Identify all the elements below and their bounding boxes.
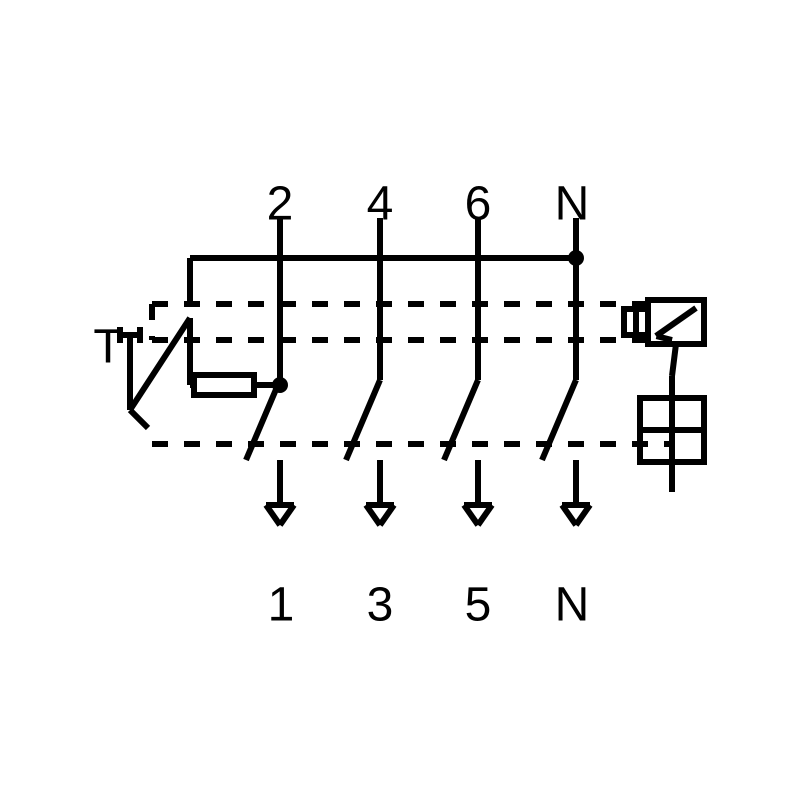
bottom-terminal-label: N <box>555 579 590 632</box>
bottom-terminal-label: 3 <box>367 579 394 632</box>
switch-contact <box>346 380 380 460</box>
test-resistor <box>194 375 254 395</box>
rcd-schematic: 246N135NT <box>0 0 800 800</box>
bottom-terminal-label: 1 <box>268 579 295 632</box>
switch-contact <box>542 380 576 460</box>
switch-contact <box>444 380 478 460</box>
bottom-terminal-label: 5 <box>465 579 492 632</box>
top-terminal-label: N <box>555 178 590 231</box>
